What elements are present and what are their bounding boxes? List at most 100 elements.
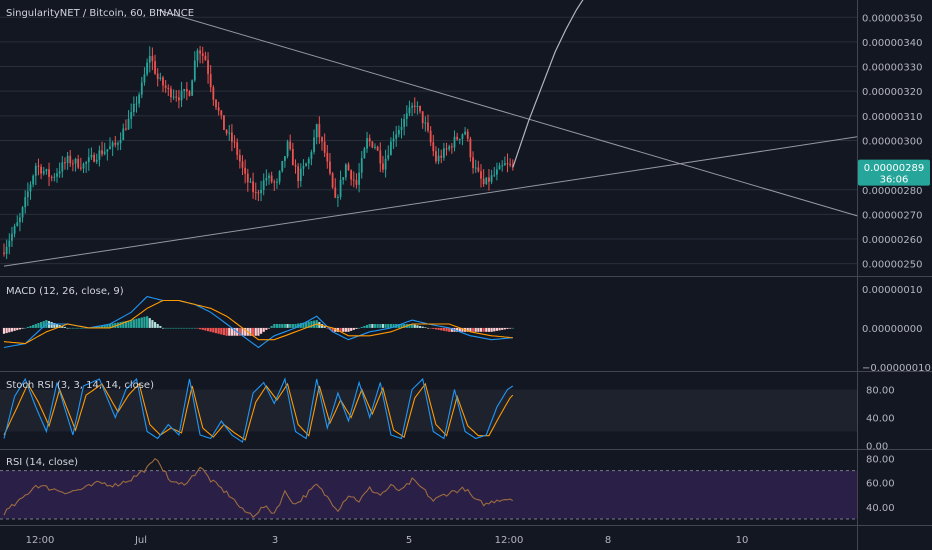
candle[interactable]: [413, 97, 416, 114]
trendline[interactable]: [157, 9, 858, 217]
candle[interactable]: [85, 160, 88, 173]
candle[interactable]: [278, 170, 281, 185]
candle[interactable]: [175, 90, 178, 102]
candle[interactable]: [262, 173, 265, 196]
candle[interactable]: [464, 127, 466, 136]
candle[interactable]: [509, 158, 512, 168]
candle[interactable]: [432, 134, 435, 157]
candle[interactable]: [233, 135, 236, 149]
candle[interactable]: [162, 75, 164, 93]
candle[interactable]: [164, 80, 167, 93]
candle[interactable]: [11, 226, 13, 247]
candle[interactable]: [32, 174, 35, 188]
candle[interactable]: [130, 103, 133, 129]
candle[interactable]: [334, 178, 337, 199]
candle[interactable]: [458, 138, 461, 145]
candle[interactable]: [273, 179, 276, 191]
candle[interactable]: [453, 130, 456, 152]
candle[interactable]: [511, 159, 514, 171]
candle[interactable]: [347, 162, 350, 171]
candle[interactable]: [127, 110, 130, 130]
candle[interactable]: [326, 144, 329, 169]
candle[interactable]: [19, 212, 21, 232]
candle[interactable]: [191, 79, 194, 96]
candle[interactable]: [376, 145, 379, 152]
candle[interactable]: [95, 153, 98, 164]
candle[interactable]: [249, 177, 252, 184]
candle[interactable]: [140, 76, 143, 99]
candle[interactable]: [291, 142, 294, 166]
candle[interactable]: [321, 136, 323, 151]
candle[interactable]: [196, 48, 199, 68]
candle[interactable]: [40, 163, 42, 180]
candle[interactable]: [437, 148, 440, 165]
candle[interactable]: [207, 52, 209, 84]
candle[interactable]: [408, 100, 411, 117]
candle[interactable]: [125, 119, 127, 131]
candle[interactable]: [143, 67, 146, 86]
candle[interactable]: [305, 162, 307, 167]
candle[interactable]: [58, 162, 61, 178]
candle[interactable]: [135, 96, 138, 113]
candle[interactable]: [427, 114, 429, 133]
time-axis[interactable]: 12:00 Jul 3 5 12:00 8 10: [26, 535, 749, 546]
candle[interactable]: [42, 167, 45, 176]
candle[interactable]: [77, 154, 80, 170]
candle[interactable]: [390, 137, 392, 156]
candle[interactable]: [493, 166, 496, 178]
candle[interactable]: [281, 160, 284, 173]
candle[interactable]: [138, 92, 141, 108]
candle[interactable]: [93, 152, 95, 163]
candle[interactable]: [170, 85, 172, 103]
candle[interactable]: [450, 143, 453, 154]
candle[interactable]: [429, 126, 432, 147]
candle[interactable]: [318, 116, 321, 144]
candle[interactable]: [366, 131, 368, 153]
candle[interactable]: [419, 105, 421, 114]
candle[interactable]: [61, 156, 64, 178]
candle[interactable]: [172, 89, 175, 100]
candle[interactable]: [178, 89, 180, 109]
candle[interactable]: [220, 109, 223, 120]
stoch-rsi-pane[interactable]: Stoch RSI (3, 3, 14, 14, close): [0, 377, 857, 443]
candle[interactable]: [231, 124, 233, 152]
trendlines[interactable]: [3, 9, 858, 267]
candle[interactable]: [82, 162, 85, 173]
candle[interactable]: [360, 151, 363, 179]
candle[interactable]: [339, 170, 342, 200]
candle[interactable]: [268, 172, 270, 185]
candle[interactable]: [421, 111, 424, 129]
candle[interactable]: [461, 133, 464, 146]
candle[interactable]: [302, 159, 305, 176]
candle[interactable]: [53, 173, 56, 182]
candle[interactable]: [26, 182, 29, 207]
price-pane[interactable]: SingularityNET / Bitcoin, 60, BINANCE: [0, 0, 858, 267]
candle[interactable]: [201, 46, 204, 64]
candle[interactable]: [329, 153, 331, 176]
candle[interactable]: [45, 168, 48, 175]
rsi-axis[interactable]: 80.00 60.00 40.00: [866, 454, 895, 513]
candle[interactable]: [379, 142, 382, 173]
candle[interactable]: [488, 169, 490, 191]
candle[interactable]: [87, 148, 90, 171]
trendline[interactable]: [3, 136, 858, 267]
candle[interactable]: [265, 169, 268, 186]
candle[interactable]: [323, 133, 326, 157]
candle[interactable]: [440, 149, 443, 164]
candle[interactable]: [228, 124, 231, 141]
candle[interactable]: [480, 164, 482, 188]
candle[interactable]: [284, 156, 286, 168]
candle[interactable]: [276, 178, 278, 189]
candle[interactable]: [400, 118, 403, 139]
candle[interactable]: [342, 177, 345, 185]
candle[interactable]: [241, 155, 244, 175]
stoch-axis[interactable]: 80.00 40.00 0.00: [866, 386, 895, 453]
candle[interactable]: [215, 99, 217, 111]
candle[interactable]: [482, 169, 485, 187]
candle[interactable]: [403, 114, 406, 136]
candle[interactable]: [217, 101, 220, 116]
candle[interactable]: [435, 146, 437, 164]
candle[interactable]: [180, 81, 183, 108]
candle[interactable]: [159, 72, 162, 81]
candle[interactable]: [24, 190, 27, 214]
